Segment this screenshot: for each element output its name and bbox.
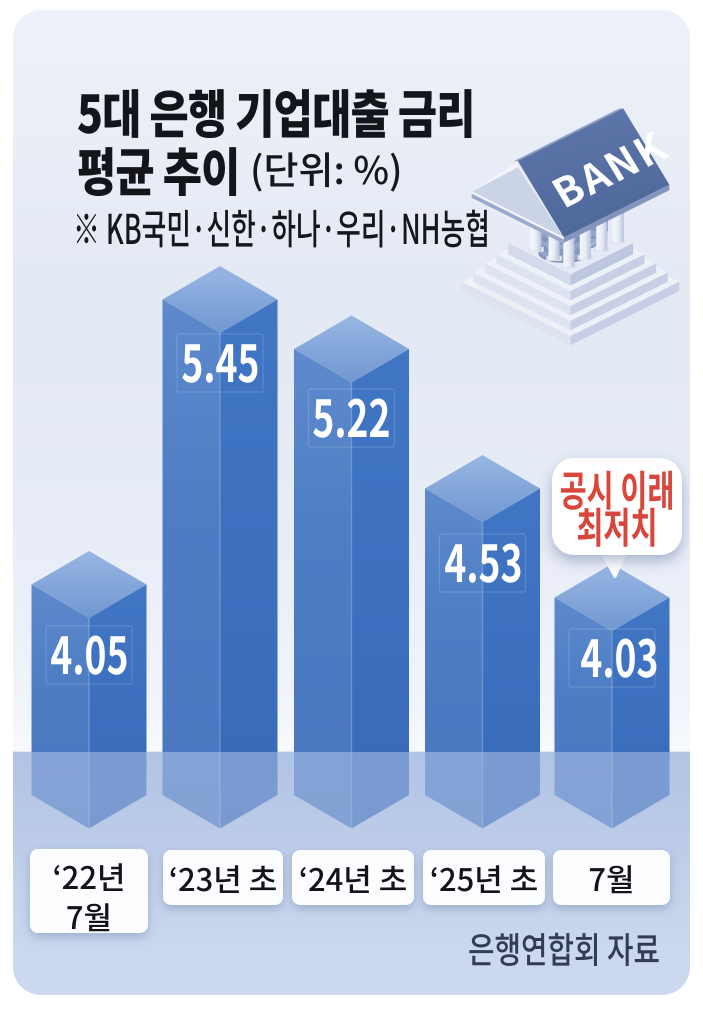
banks-note: ※ KB국민·신한·하나·우리·NH농협 xyxy=(73,206,690,247)
unit-label: (단위: %) xyxy=(250,149,403,187)
bar-top-face xyxy=(294,315,409,383)
x-axis-label-line: 7월 xyxy=(65,893,113,938)
bank-icon: BANK xyxy=(461,108,680,346)
chart-title-line1: 5대 은행 기업대출 금리 xyxy=(77,85,562,137)
infographic-card: 5대 은행 기업대출 금리 평균 추이 (단위: %) ※ KB국민·신한·하나… xyxy=(13,10,690,995)
bar-right-face xyxy=(220,299,278,829)
source-label: 은행연합회 자료 xyxy=(420,930,660,966)
bar-left-face xyxy=(294,349,352,829)
floor-wash xyxy=(13,752,690,862)
bank-roof: BANK xyxy=(471,108,678,244)
value-label-outline xyxy=(568,628,656,688)
bar-top-face xyxy=(554,564,670,631)
x-axis-label: ‘23년 초 xyxy=(163,850,283,905)
note-text: ※ KB국민·신한·하나·우리·NH농협 xyxy=(73,196,490,256)
value-label-outline xyxy=(438,533,527,593)
x-axis-label: ‘24년 초 xyxy=(292,850,414,905)
bar-value-text: 4.05 xyxy=(49,615,128,689)
bar-value-label: 4.05 xyxy=(19,626,159,678)
x-axis-label: 7월 xyxy=(553,850,670,905)
title-text-line1: 5대 은행 기업대출 금리 xyxy=(77,73,475,148)
bar-3d xyxy=(425,455,540,829)
bar-value-label: 4.53 xyxy=(413,534,553,586)
value-label-outline xyxy=(307,388,396,448)
unit-text: (단위: %) xyxy=(250,140,403,195)
bar-right-face xyxy=(351,349,409,829)
x-axis-label-line: ‘25년 초 xyxy=(429,854,539,900)
bar-chart xyxy=(13,266,690,862)
title-text-line2: 평균 추이 xyxy=(77,131,240,206)
x-axis-label: ‘22년 7월 xyxy=(30,849,148,938)
bar-top-face xyxy=(162,266,278,333)
annotation-line2: 최저치 xyxy=(576,494,658,556)
annotation-bubble: 공시 이래 최저치 xyxy=(552,458,682,555)
x-axis-label-line: ‘22년 xyxy=(52,853,126,898)
bar-3d xyxy=(294,315,409,829)
x-axis-label-line: 7월 xyxy=(588,854,635,900)
bar-right-face xyxy=(482,488,540,829)
x-axis-label: ‘25년 초 xyxy=(423,850,545,905)
value-label-outline xyxy=(45,625,133,685)
bar-top-face xyxy=(31,551,147,618)
x-axis-label-line: ‘23년 초 xyxy=(168,854,278,900)
bar-value-text: 5.22 xyxy=(311,378,390,452)
x-axis-label-line: ‘24년 초 xyxy=(298,854,408,900)
bar-value-text: 4.03 xyxy=(579,618,658,692)
annotation-line1: 공시 이래 xyxy=(559,457,675,519)
bar-3d xyxy=(162,266,278,829)
bar-left-face xyxy=(425,488,483,829)
bank-illustration: BANK xyxy=(460,85,681,353)
bar-value-text: 4.53 xyxy=(443,523,522,597)
bar-value-label: 5.45 xyxy=(150,334,290,386)
bar-top-face xyxy=(425,455,540,522)
bar-value-label: 5.22 xyxy=(281,389,421,441)
bar-left-face xyxy=(162,299,220,829)
bar-value-label: 4.03 xyxy=(549,629,689,681)
source-text: 은행연합회 자료 xyxy=(468,922,660,974)
bar-value-text: 5.45 xyxy=(180,323,259,397)
value-label-outline xyxy=(176,333,264,393)
chart-title-line2: 평균 추이 xyxy=(77,143,275,195)
